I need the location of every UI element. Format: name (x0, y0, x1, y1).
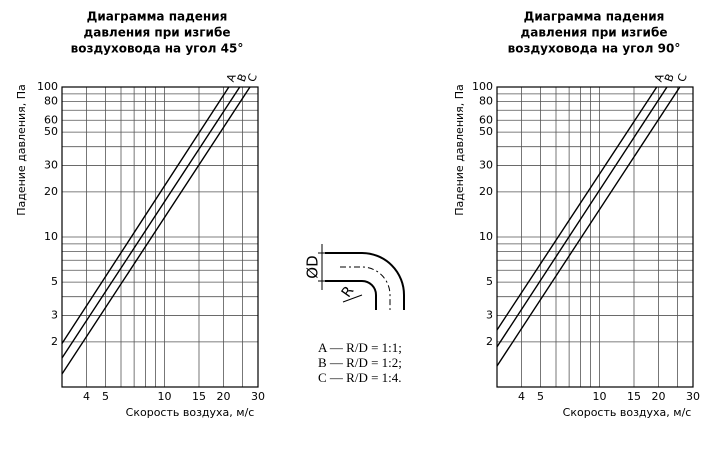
y-tick-label: 100 (472, 80, 493, 93)
x-tick-label: 20 (651, 390, 665, 403)
chart-title: воздуховода на угол 90° (508, 42, 681, 56)
y-tick-label: 100 (37, 80, 58, 93)
y-axis-label: Падение давления, Па (453, 84, 466, 216)
curve (496, 86, 681, 367)
y-tick-label: 5 (51, 275, 58, 288)
y-tick-label: 80 (44, 95, 58, 108)
curve (61, 86, 241, 359)
y-tick-label: 50 (44, 125, 58, 138)
chart-title: Диаграмма падения (524, 10, 665, 24)
curve-label: B (235, 72, 250, 84)
curve (496, 86, 658, 331)
y-tick-label: 10 (44, 230, 58, 243)
curve (496, 86, 668, 348)
x-tick-label: 20 (216, 390, 230, 403)
y-tick-label: 2 (51, 335, 58, 348)
y-tick-label: 3 (486, 308, 493, 321)
bend-diagram (318, 244, 405, 310)
x-tick-label: 4 (83, 390, 90, 403)
x-tick-label: 10 (157, 390, 171, 403)
y-tick-label: 60 (44, 113, 58, 126)
x-tick-label: 5 (537, 390, 544, 403)
legend-note: B — R/D = 1:2; (318, 355, 402, 370)
duct-inner (325, 280, 377, 310)
curve-label: A (224, 72, 239, 84)
curve-label: C (675, 72, 690, 84)
y-tick-label: 30 (479, 158, 493, 171)
curve-label: B (662, 72, 677, 84)
y-tick-label: 3 (51, 308, 58, 321)
curve (61, 86, 230, 344)
y-tick-label: 5 (486, 275, 493, 288)
x-tick-label: 5 (102, 390, 109, 403)
y-tick-label: 20 (479, 185, 493, 198)
duct-outer (325, 252, 405, 310)
y-tick-label: 30 (44, 158, 58, 171)
x-axis-label: Скорость воздуха, м/с (563, 406, 692, 419)
curve-label: C (245, 72, 260, 84)
x-tick-label: 15 (192, 390, 206, 403)
plot-frame (496, 86, 694, 388)
x-axis-label: Скорость воздуха, м/с (126, 406, 255, 419)
y-tick-label: 20 (44, 185, 58, 198)
chart-title: давления при изгибе (84, 26, 231, 40)
y-tick-label: 10 (479, 230, 493, 243)
y-tick-label: 60 (479, 113, 493, 126)
plot-frame (61, 86, 259, 388)
chart-title: воздуховода на угол 45° (71, 42, 244, 56)
chart-title: давления при изгибе (521, 26, 668, 40)
curve (61, 86, 251, 375)
y-tick-label: 50 (479, 125, 493, 138)
x-tick-label: 4 (518, 390, 525, 403)
chart-title: Диаграмма падения (87, 10, 228, 24)
y-tick-label: 80 (479, 95, 493, 108)
x-tick-label: 10 (592, 390, 606, 403)
legend-note: C — R/D = 1:4. (318, 370, 402, 385)
x-tick-label: 30 (251, 390, 265, 403)
radius-line (342, 294, 363, 303)
x-tick-label: 15 (627, 390, 641, 403)
curve-label: A (652, 72, 667, 84)
diameter-label: ØD (304, 255, 322, 278)
x-tick-label: 30 (686, 390, 700, 403)
legend-note: A — R/D = 1:1; (318, 340, 402, 355)
duct-centerline (340, 266, 391, 310)
y-tick-label: 2 (486, 335, 493, 348)
y-axis-label: Падение давления, Па (15, 84, 28, 216)
